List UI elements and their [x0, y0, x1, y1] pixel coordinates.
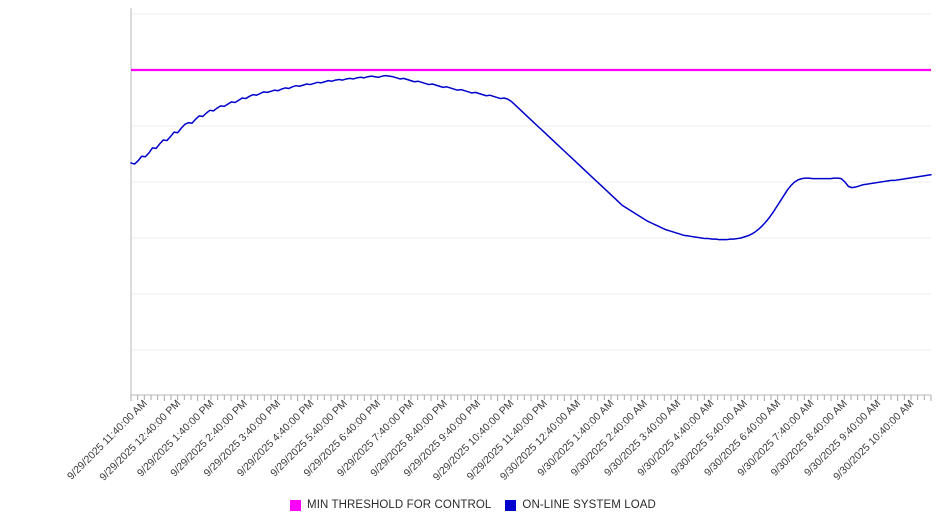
legend-item-online-system-load[interactable]: ON-LINE SYSTEM LOAD — [505, 499, 656, 511]
legend-item-min-threshold[interactable]: MIN THRESHOLD FOR CONTROL — [290, 499, 491, 511]
legend-label-min-threshold: MIN THRESHOLD FOR CONTROL — [307, 499, 492, 511]
x-axis-tick-marks — [130, 395, 932, 401]
legend-swatch-blue-icon — [505, 499, 517, 511]
legend-swatch-magenta-icon — [290, 499, 302, 511]
chart-legend: MIN THRESHOLD FOR CONTROL ON-LINE SYSTEM… — [0, 494, 946, 516]
online-system-load-series — [130, 74, 932, 241]
gridlines — [131, 13, 931, 351]
legend-label-online-system-load: ON-LINE SYSTEM LOAD — [522, 499, 656, 511]
x-axis-labels: 9/29/2025 11:40:00 AM9/29/2025 12:40:00 … — [65, 398, 916, 484]
